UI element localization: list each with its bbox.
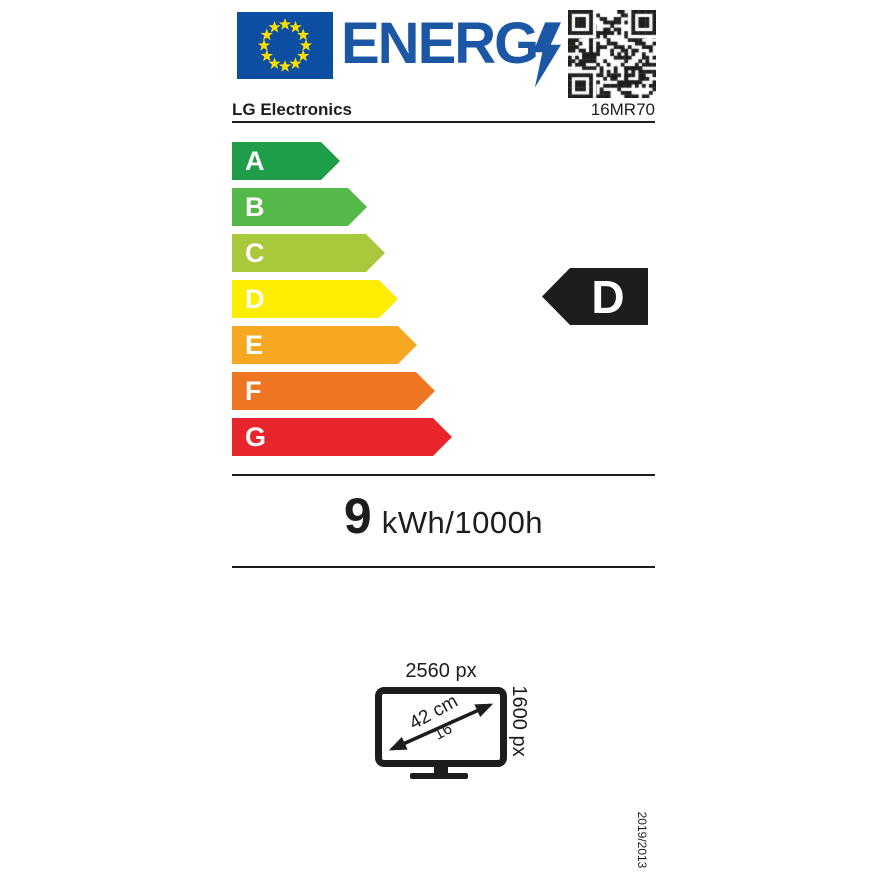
model-identifier: 16MR70 xyxy=(590,100,655,119)
class-arrow-f: F xyxy=(232,372,435,410)
energy-class-row-e: E xyxy=(232,326,655,364)
screen-horizontal-resolution: 2560 px xyxy=(405,660,477,682)
class-letter: C xyxy=(245,237,265,268)
class-arrow-d: D xyxy=(232,280,398,318)
class-letter: G xyxy=(245,421,267,452)
class-letter: D xyxy=(245,283,265,314)
regulation-number: 2019/2013 xyxy=(635,811,649,869)
class-letter: B xyxy=(245,191,265,222)
screen-vertical-resolution: 1600 px xyxy=(508,685,530,757)
rated-class-letter: D xyxy=(591,270,625,323)
header-divider xyxy=(232,121,655,123)
energy-class-row-d: D xyxy=(232,280,655,318)
consumption-divider xyxy=(232,566,655,568)
eu-flag-icon xyxy=(237,12,333,79)
energ-logo-text: ENERG xyxy=(341,11,539,76)
qr-code xyxy=(568,10,656,98)
lightning-bolt-icon xyxy=(533,22,561,88)
energy-class-row-f: F xyxy=(232,372,655,410)
class-arrow-c: C xyxy=(232,234,385,272)
consumption-unit: kWh/1000h xyxy=(381,505,544,540)
energy-consumption: 9 kWh/1000h xyxy=(232,486,655,559)
class-arrow-b: B xyxy=(232,188,367,226)
scale-divider xyxy=(232,474,655,476)
class-letter: A xyxy=(245,145,265,176)
diagonal-arrow-icon xyxy=(388,703,494,751)
consumption-value: 9 xyxy=(343,488,372,544)
monitor-stand-neck xyxy=(434,765,448,774)
class-letter: E xyxy=(245,329,264,360)
eu-flag-svg xyxy=(237,12,333,79)
class-arrow-e: E xyxy=(232,326,417,364)
energy-class-row-a: A xyxy=(232,142,655,180)
energy-class-row-g: G xyxy=(232,418,655,456)
energy-class-row-c: C xyxy=(232,234,655,272)
monitor-stand-base xyxy=(410,773,468,779)
class-letter: F xyxy=(245,375,262,406)
supplier-name: LG Electronics xyxy=(232,100,352,119)
energy-class-row-b: B xyxy=(232,188,655,226)
class-arrow-g: G xyxy=(232,418,452,456)
class-arrow-a: A xyxy=(232,142,340,180)
